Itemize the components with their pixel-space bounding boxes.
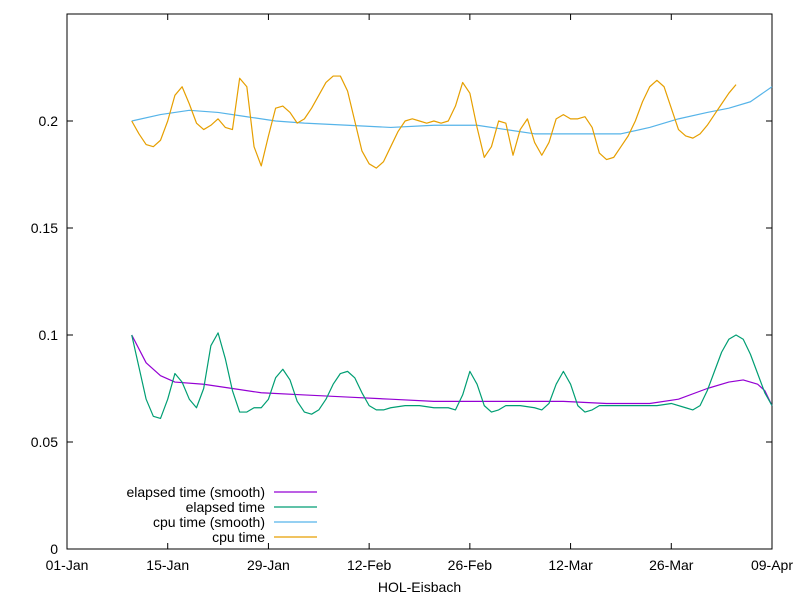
x-tick-label: 12-Mar [548, 557, 593, 573]
series-line-elapsed-time [131, 332, 773, 420]
y-tick-label: 0.05 [31, 434, 58, 450]
plot-frame [66, 13, 773, 550]
y-tick-label: 0 [50, 541, 58, 557]
series-line-elapsed-time-smooth [131, 334, 773, 406]
x-tick-label: 26-Feb [448, 557, 493, 573]
y-tick-label: 0.2 [39, 113, 59, 129]
x-tick-label: 12-Feb [347, 557, 392, 573]
legend-label-elapsed-time-smooth: elapsed time (smooth) [126, 484, 265, 500]
x-tick-label: 29-Jan [247, 557, 290, 573]
y-tick-label: 0.15 [31, 220, 58, 236]
series-lines [131, 75, 773, 420]
x-tick-label: 01-Jan [46, 557, 89, 573]
x-axis-label: HOL-Eisbach [378, 579, 461, 595]
x-tick-label: 26-Mar [649, 557, 694, 573]
series-line-cpu-time-smooth [131, 86, 773, 135]
x-tick-label: 15-Jan [146, 557, 189, 573]
legend-label-elapsed-time: elapsed time [186, 499, 266, 515]
legend-label-cpu-time: cpu time [212, 529, 265, 545]
y-tick-label: 0.1 [39, 327, 59, 343]
x-tick-label: 09-Apr [751, 557, 793, 573]
x-axis-ticks: 01-Jan 15-Jan 29-Jan 12-Feb 26-Feb 12-Mar 26-M… [46, 14, 793, 573]
legend-label-cpu-time-smooth: cpu time (smooth) [153, 514, 265, 530]
y-axis-ticks: 0 0.05 0.1 0.15 0.2 [31, 113, 772, 557]
series-line-cpu-time [131, 75, 737, 169]
